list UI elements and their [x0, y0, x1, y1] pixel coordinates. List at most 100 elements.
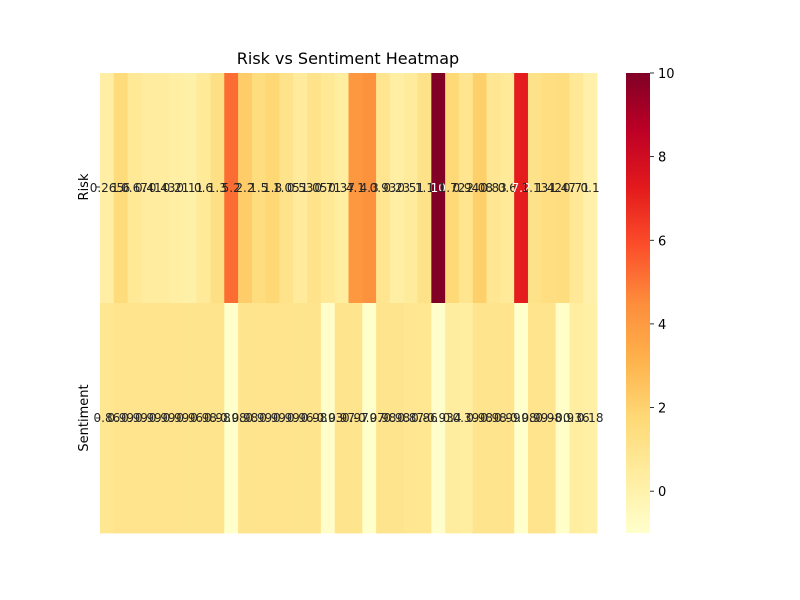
cell-value-label: 0.98: [466, 411, 493, 425]
cell-value-label: 0.99: [163, 411, 190, 425]
cell-value-label: 0.98: [232, 411, 259, 425]
cell-value-label: 0.99: [121, 411, 148, 425]
heatmap-cell: [182, 73, 198, 304]
cell-value-label: -0.93: [423, 411, 454, 425]
cell-value-label: -0.9: [551, 411, 574, 425]
heatmap-cell: [334, 73, 349, 304]
cell-value-label: 2.08: [466, 181, 493, 195]
colorbar-tick-label: 10: [658, 67, 675, 82]
row-axis: Risk Sentiment: [77, 173, 100, 452]
colorbar-tick-label: 2: [658, 402, 666, 417]
cell-value-label: 0.99: [245, 411, 272, 425]
cell-value-label: -0.93: [312, 411, 343, 425]
heatmap-cell: [458, 303, 474, 534]
cell-value-label: 0.67: [121, 181, 148, 195]
cell-value-label: 4.3: [360, 181, 379, 195]
heatmap-cell: [431, 73, 446, 304]
cell-value-label: 0.18: [577, 411, 604, 425]
cell-value-label: 0.93: [370, 181, 397, 195]
heatmap-cell: [555, 303, 570, 534]
heatmap-cell: [196, 303, 211, 534]
heatmap-cell: [210, 303, 225, 534]
heatmap-cell: [169, 73, 184, 304]
heatmap-cell: [251, 73, 267, 304]
colorbar-ticks: 0 2 4 6 8 10: [650, 67, 675, 500]
heatmap-cell: [113, 73, 129, 304]
cell-value-label: 0.6: [498, 181, 517, 195]
heatmap-cell: [320, 73, 336, 304]
heatmap-cell: [541, 73, 556, 304]
heatmap-cells: [100, 73, 598, 534]
heatmap-cell: [362, 73, 377, 304]
cell-value-label: 0.37: [328, 181, 355, 195]
cell-value-label: 1.1: [415, 181, 434, 195]
heatmap-cell: [514, 303, 529, 534]
heatmap-cell: [527, 303, 543, 534]
cell-value-label: 0.1: [581, 181, 600, 195]
heatmap-cell: [348, 73, 363, 304]
heatmap-cell: [417, 303, 432, 534]
row-label-risk: Risk: [77, 173, 92, 200]
heatmap-cell: [376, 73, 391, 304]
cell-value-label: 1.47: [549, 181, 576, 195]
colorbar-tick-label: 6: [658, 234, 666, 249]
heatmap-cell: [527, 73, 543, 304]
heatmap-cell: [113, 303, 129, 534]
cell-value-label: 1.72: [439, 181, 466, 195]
cell-value-label: 0.21: [163, 181, 190, 195]
cell-value-label: 0.265: [90, 181, 124, 195]
heatmap-cell: [307, 73, 322, 304]
heatmap-cell-labels: 0.2651.60.670.410.430.210.110.61.35.22.2…: [90, 181, 604, 425]
cell-value-label: 0.83: [480, 181, 507, 195]
heatmap-cell: [307, 303, 322, 534]
heatmap-cell: [583, 303, 598, 534]
cell-value-label: 0.36: [563, 411, 590, 425]
heatmap-cell: [569, 73, 584, 304]
cell-value-label: 0.99: [273, 411, 300, 425]
cell-value-label: 2.2: [235, 181, 254, 195]
cell-value-label: -0.98: [506, 411, 537, 425]
heatmap-cell: [472, 303, 487, 534]
heatmap-cell: [265, 303, 280, 534]
cell-value-label: 0.98: [383, 411, 410, 425]
cell-value-label: 1.05: [301, 181, 328, 195]
cell-value-label: 5.2: [222, 181, 241, 195]
heatmap-cell: [293, 303, 308, 534]
cell-value-label: 0.23: [383, 181, 410, 195]
heatmap-cell: [320, 303, 336, 534]
cell-value-label: 0.96: [287, 411, 314, 425]
cell-value-label: 1.3: [208, 181, 227, 195]
heatmap-cell: [500, 73, 515, 304]
cell-value-label: 0.51: [397, 181, 424, 195]
heatmap-cell: [265, 73, 280, 304]
cell-value-label: 0.99: [259, 411, 286, 425]
cell-value-label: 0.86: [94, 411, 121, 425]
cell-value-label: 7.2: [512, 181, 531, 195]
cell-value-label: 0.11: [176, 181, 203, 195]
cell-value-label: 0.53: [287, 181, 314, 195]
heatmap-cell: [100, 73, 115, 304]
cell-value-label: 0.98: [204, 411, 231, 425]
heatmap-cell: [196, 73, 211, 304]
heatmap-cell: [155, 303, 170, 534]
colorbar-tick-label: 0: [658, 485, 666, 500]
heatmap-cell: [279, 303, 294, 534]
colorbar-tick-label: 4: [658, 318, 666, 333]
heatmap-cell: [169, 303, 184, 534]
cell-value-label: 0.87: [397, 411, 424, 425]
cell-value-label: 0.4: [442, 411, 461, 425]
heatmap-cell: [251, 303, 267, 534]
cell-value-label: 10: [431, 181, 446, 195]
heatmap-cell: [100, 303, 115, 534]
cell-value-label: 0.98: [190, 411, 217, 425]
cell-value-label: 4.1: [346, 181, 365, 195]
heatmap-cell: [486, 303, 501, 534]
colorbar: [626, 73, 650, 533]
cell-value-label: 0.98: [301, 411, 328, 425]
heatmap-cell: [458, 73, 474, 304]
heatmap-cell: [141, 303, 156, 534]
heatmap-cell: [182, 303, 198, 534]
heatmap-cell: [472, 73, 487, 304]
cell-value-label: 1.42: [535, 181, 562, 195]
